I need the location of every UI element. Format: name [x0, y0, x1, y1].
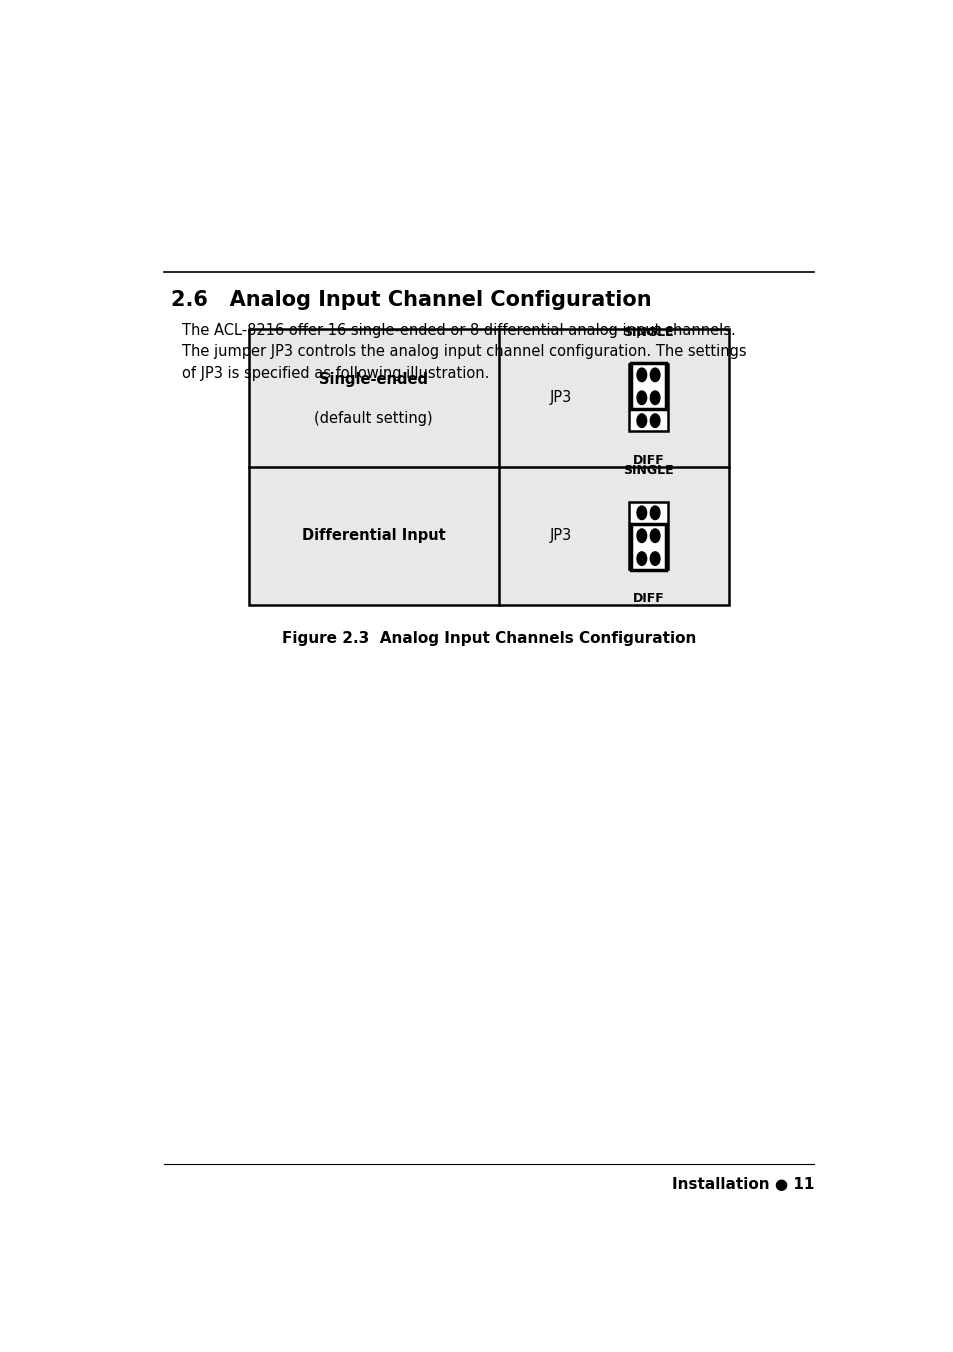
Text: DIFF: DIFF	[632, 592, 663, 604]
Circle shape	[650, 414, 659, 427]
Text: DIFF: DIFF	[632, 454, 663, 466]
Text: Figure 2.3  Analog Input Channels Configuration: Figure 2.3 Analog Input Channels Configu…	[281, 630, 696, 646]
Circle shape	[650, 552, 659, 565]
Text: JP3: JP3	[549, 529, 572, 544]
Text: Single-ended: Single-ended	[318, 372, 428, 387]
Circle shape	[637, 552, 646, 565]
Circle shape	[637, 368, 646, 381]
FancyBboxPatch shape	[628, 365, 668, 431]
Text: Differential Input: Differential Input	[301, 529, 445, 544]
Circle shape	[650, 368, 659, 381]
Circle shape	[637, 506, 646, 519]
Circle shape	[650, 529, 659, 542]
FancyBboxPatch shape	[249, 329, 728, 604]
FancyBboxPatch shape	[630, 364, 666, 410]
Circle shape	[637, 414, 646, 427]
Text: JP3: JP3	[549, 391, 572, 406]
Circle shape	[637, 391, 646, 404]
Text: SINGLE: SINGLE	[622, 464, 673, 477]
Text: Installation ● 11: Installation ● 11	[671, 1178, 813, 1192]
Text: The ACL-8216 offer 16 single-ended or 8 differential analog input channels.
The : The ACL-8216 offer 16 single-ended or 8 …	[182, 323, 746, 381]
Text: (default setting): (default setting)	[314, 411, 433, 426]
FancyBboxPatch shape	[628, 503, 668, 569]
Text: 2.6   Analog Input Channel Configuration: 2.6 Analog Input Channel Configuration	[171, 291, 651, 311]
Circle shape	[650, 391, 659, 404]
FancyBboxPatch shape	[630, 525, 666, 571]
Text: SINGLE: SINGLE	[622, 326, 673, 339]
Circle shape	[650, 506, 659, 519]
Circle shape	[637, 529, 646, 542]
